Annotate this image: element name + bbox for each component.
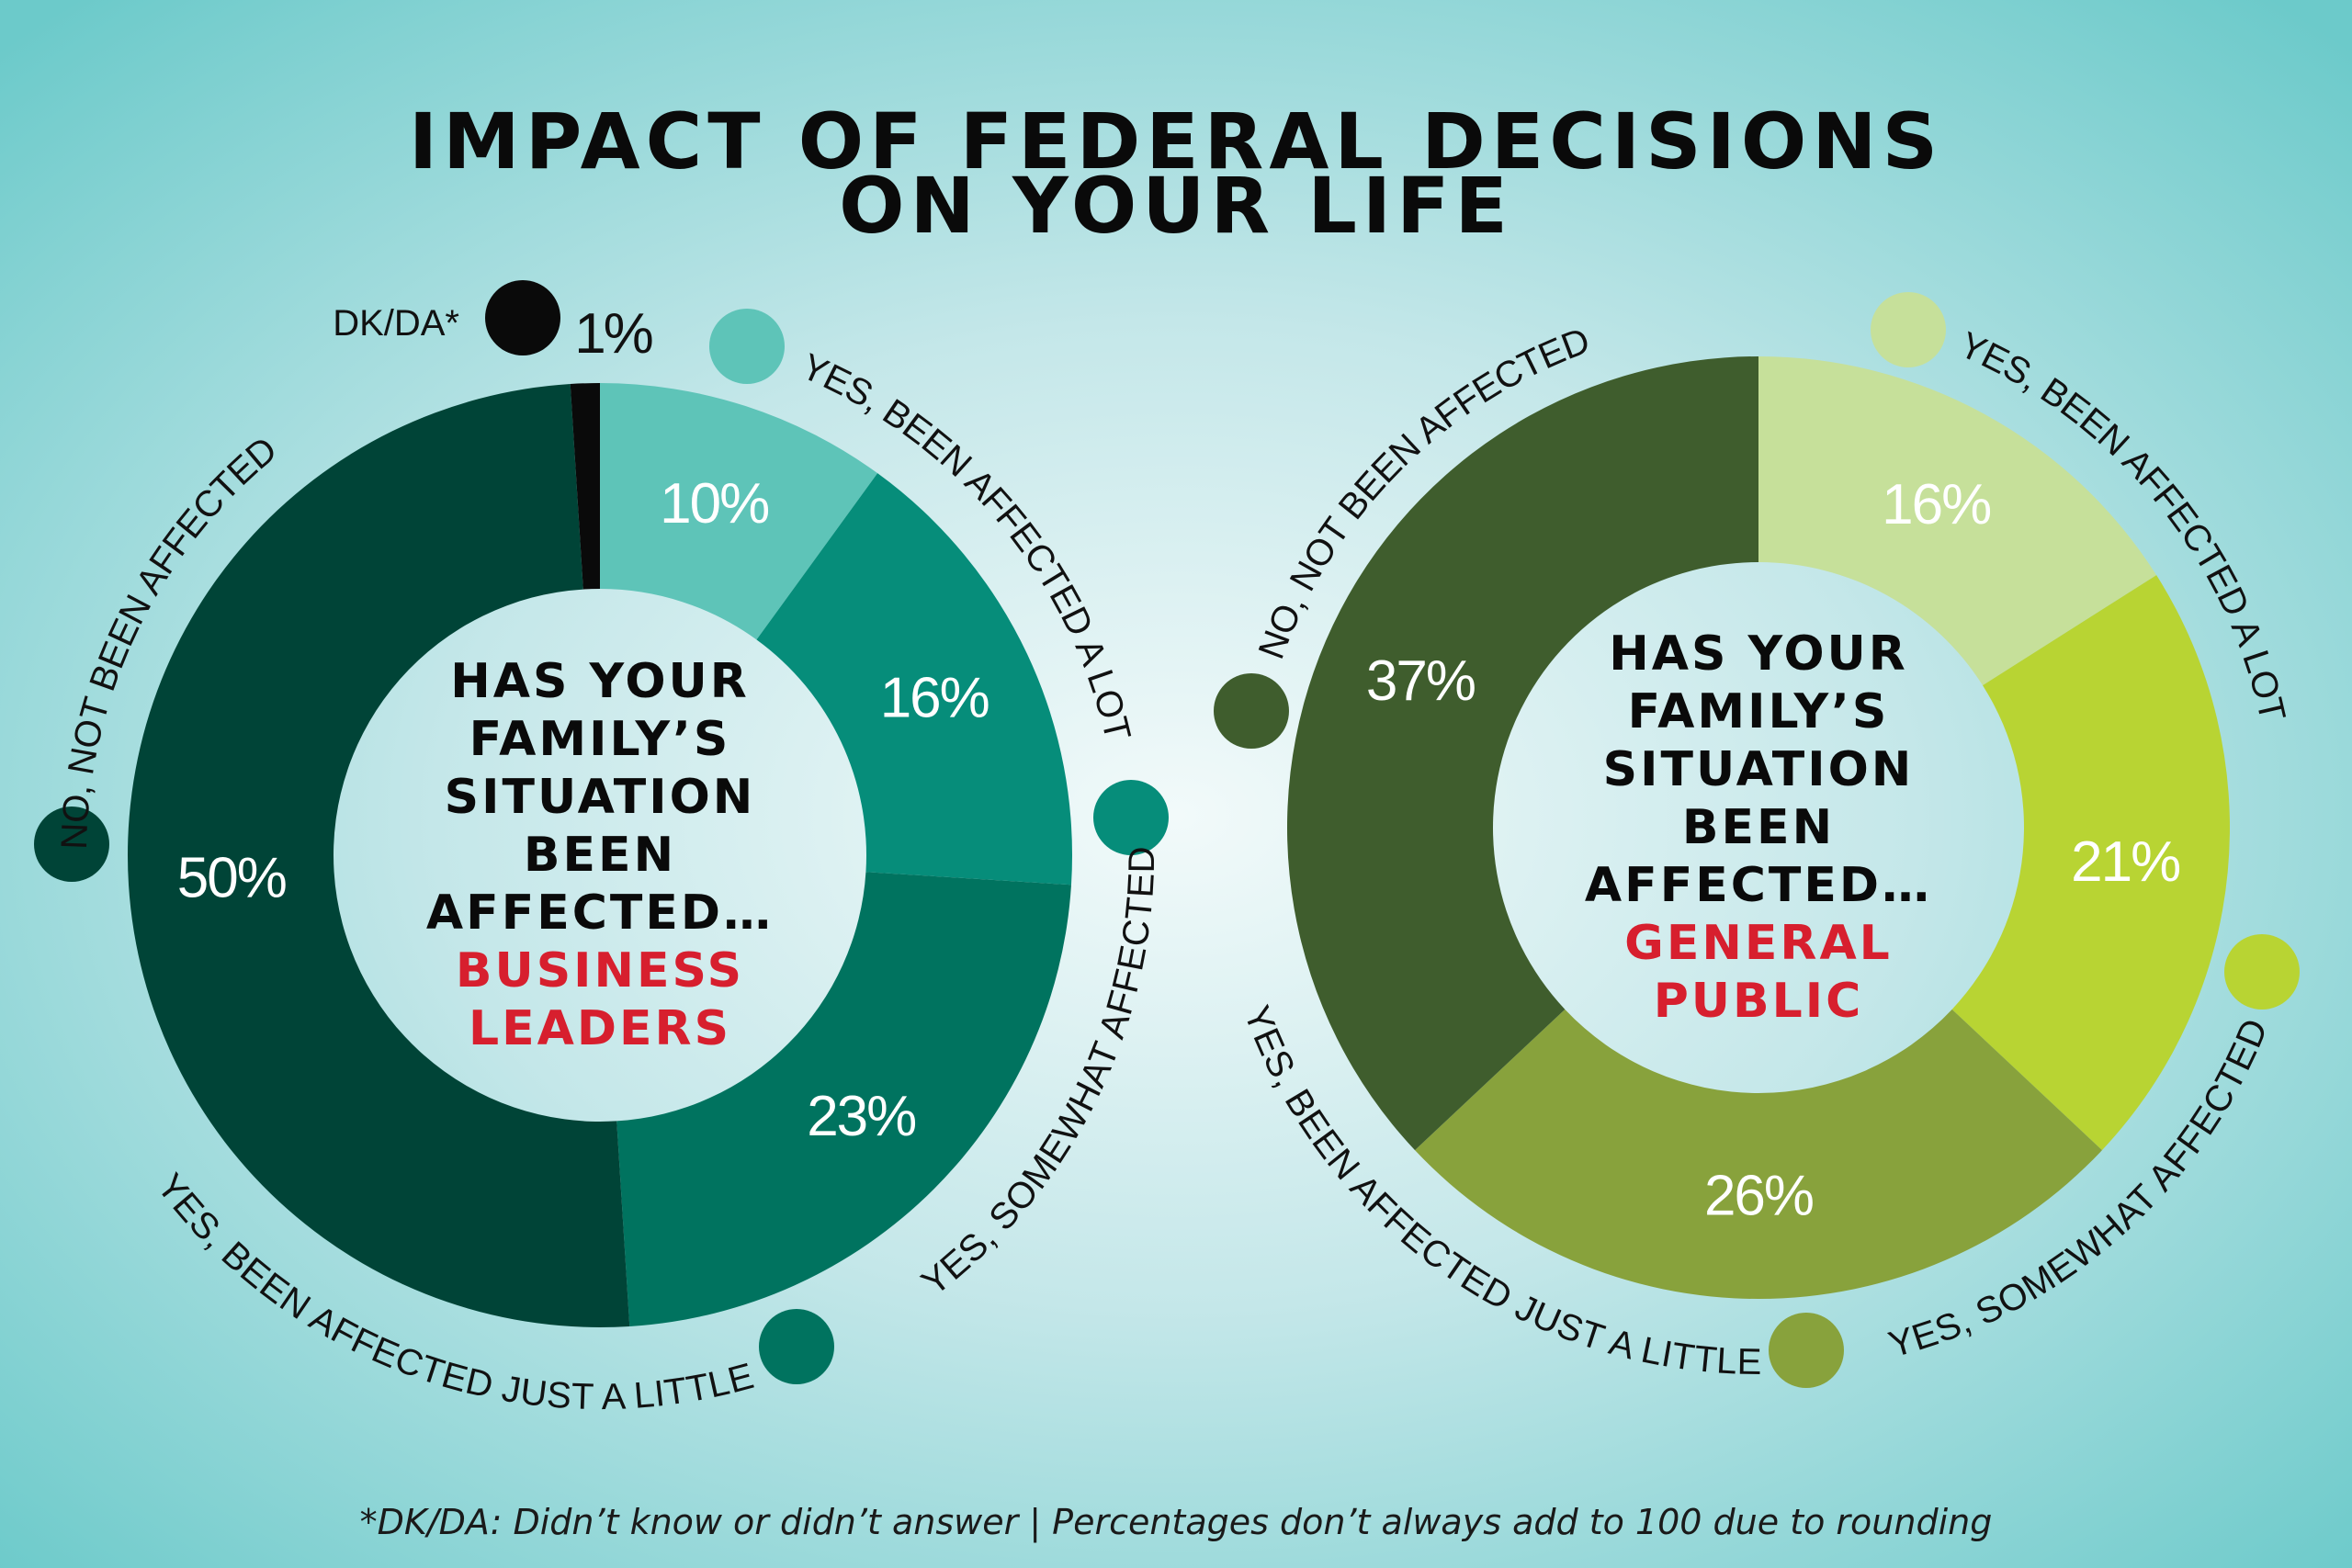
center-question-line: FAMILY’S [469, 712, 731, 767]
slice-yes-been-affected-just-a-little [1415, 1009, 2102, 1299]
center-group-label: BUSINESS [456, 943, 744, 998]
center-question-line: HAS YOUR [1609, 626, 1908, 682]
value-label: 26% [1704, 1165, 1813, 1228]
slice-yes-been-affected-just-a-little [616, 872, 1071, 1326]
value-label: 23% [807, 1085, 915, 1148]
value-label: 21% [2071, 830, 2179, 894]
center-group-label: PUBLIC [1654, 974, 1864, 1029]
legend-dot-yes-been-affected-just-a-little [1769, 1313, 1844, 1388]
value-label: 16% [1882, 473, 1990, 536]
center-question-line: BEEN [524, 828, 676, 883]
center-group-label: GENERAL [1624, 916, 1893, 971]
center-question-line: SITUATION [1603, 742, 1915, 797]
legend-dot-no-not-been-affected [1214, 673, 1289, 749]
legend-dot-yes-been-affected-just-a-little [759, 1309, 834, 1384]
legend-dot-yes-somewhat-affected [1093, 780, 1169, 855]
legend-dot-dk-da [485, 280, 560, 355]
slice-yes-been-affected-a-lot [1758, 356, 2157, 686]
center-question-line: AFFECTED… [426, 886, 774, 941]
value-label: 50% [177, 847, 286, 910]
chart-title-line-1: IMPACT OF FEDERAL DECISIONS [409, 96, 1943, 186]
value-label: 16% [880, 666, 989, 729]
legend-dot-no-not-been-affected [34, 807, 109, 882]
center-question-line: HAS YOUR [450, 654, 750, 709]
center-question-line: FAMILY’S [1628, 684, 1890, 739]
category-label-dk-da: DK/DA* [333, 303, 459, 344]
value-label: 37% [1366, 649, 1475, 713]
slice-dk-da [570, 383, 600, 590]
slice-yes-somewhat-affected [756, 473, 1072, 886]
legend-dot-yes-been-affected-a-lot [709, 309, 785, 384]
slice-no-not-been-affected [127, 384, 630, 1327]
center-question-line: BEEN [1682, 800, 1835, 855]
legend-dot-yes-been-affected-a-lot [1871, 292, 1946, 367]
center-question-line: AFFECTED… [1585, 858, 1932, 913]
chart-title-line-2: ON YOUR LIFE [839, 161, 1513, 251]
center-group-label: LEADERS [469, 1001, 731, 1056]
value-label-dk-da: 1% [574, 302, 651, 366]
footnote: *DK/DA: Didn’t know or didn’t answer | P… [360, 1502, 1993, 1543]
center-question-line: SITUATION [445, 770, 756, 825]
slice-yes-been-affected-a-lot [600, 383, 878, 640]
value-label: 10% [660, 472, 768, 536]
legend-dot-yes-somewhat-affected [2224, 934, 2300, 1010]
slice-no-not-been-affected [1287, 356, 1758, 1151]
slice-yes-somewhat-affected [1951, 575, 2230, 1151]
